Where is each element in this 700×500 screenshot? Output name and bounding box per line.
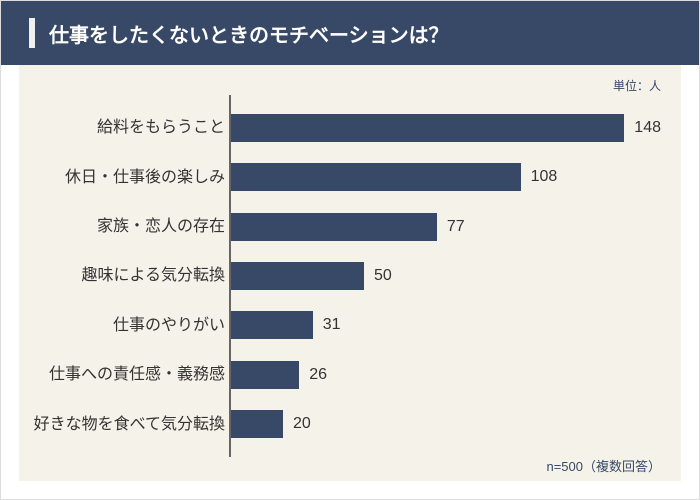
bar-value: 108 (531, 168, 558, 186)
unit-label: 単位：人 (613, 77, 661, 94)
bar-row: 77 (229, 213, 661, 241)
category-label: 仕事への責任感・義務感 (19, 365, 225, 384)
bar-value: 77 (447, 218, 465, 236)
category-label: 趣味による気分転換 (19, 266, 225, 285)
sample-size-label: n=500（複数回答） (546, 456, 661, 475)
category-label: 家族・恋人の存在 (19, 217, 225, 236)
category-label: 仕事のやりがい (19, 316, 225, 335)
y-axis-line (229, 95, 231, 457)
bar-row: 20 (229, 410, 661, 438)
bar (229, 163, 521, 191)
chart-container: 仕事をしたくないときのモチベーションは？ 単位：人 給料をもらうこと休日・仕事後… (0, 0, 700, 500)
category-label: 休日・仕事後の楽しみ (19, 168, 225, 187)
bar (229, 410, 283, 438)
plot-area: 単位：人 給料をもらうこと休日・仕事後の楽しみ家族・恋人の存在趣味による気分転換… (19, 65, 681, 481)
bar-chart: 給料をもらうこと休日・仕事後の楽しみ家族・恋人の存在趣味による気分転換仕事のやり… (19, 103, 661, 449)
bar (229, 213, 437, 241)
bar-value: 148 (634, 119, 661, 137)
bar (229, 114, 624, 142)
bars-column: 148 108 77 50 31 26 20 (229, 103, 661, 449)
bar (229, 262, 364, 290)
bar-value: 26 (309, 366, 327, 384)
title-accent-bar (29, 18, 35, 48)
category-label: 給料をもらうこと (19, 118, 225, 137)
bar-row: 50 (229, 262, 661, 290)
bar-value: 20 (293, 415, 311, 433)
bar-row: 148 (229, 114, 661, 142)
bar-row: 108 (229, 163, 661, 191)
bar-row: 31 (229, 311, 661, 339)
category-label: 好きな物を食べて気分転換 (19, 415, 225, 434)
chart-title: 仕事をしたくないときのモチベーションは？ (49, 19, 449, 48)
bar-row: 26 (229, 361, 661, 389)
category-labels: 給料をもらうこと休日・仕事後の楽しみ家族・恋人の存在趣味による気分転換仕事のやり… (19, 103, 229, 449)
bar (229, 361, 299, 389)
bar-value: 31 (323, 316, 341, 334)
chart-header: 仕事をしたくないときのモチベーションは？ (1, 1, 699, 65)
bar-value: 50 (374, 267, 392, 285)
bar (229, 311, 313, 339)
